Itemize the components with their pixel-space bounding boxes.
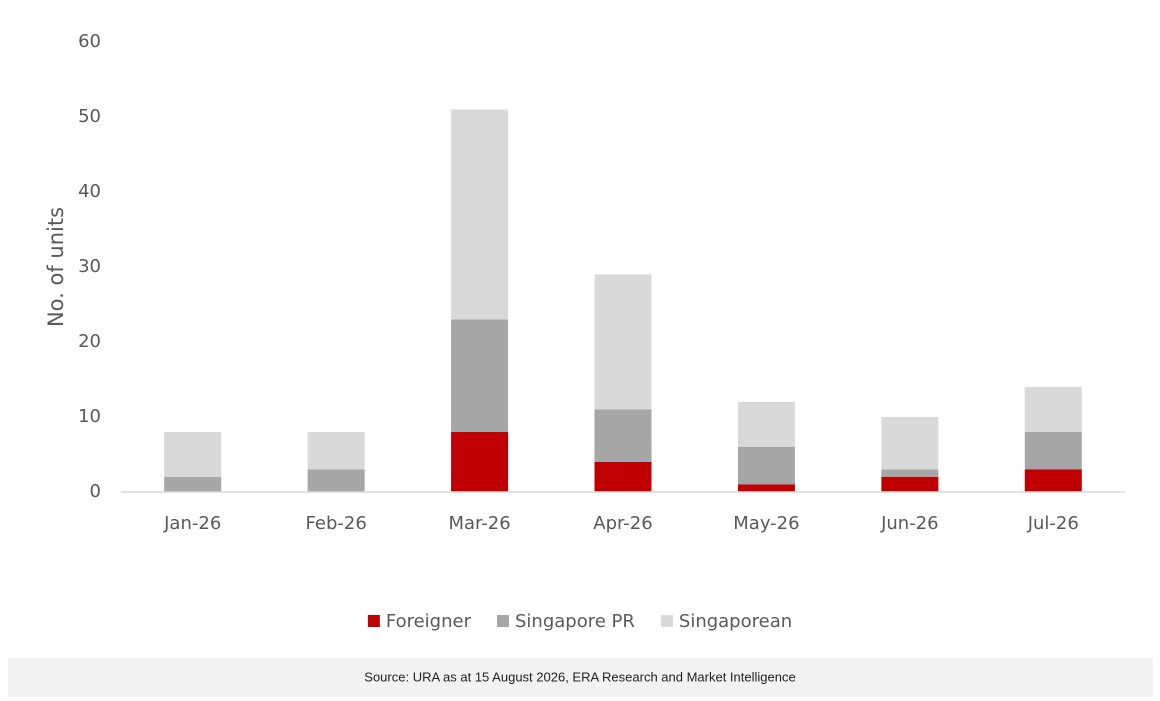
x-tick-label: Feb-26	[306, 513, 367, 534]
legend-swatch	[367, 615, 380, 627]
bar-segment	[737, 484, 795, 492]
y-axis-title: No. of units	[44, 207, 68, 327]
y-tick-label: 40	[78, 181, 101, 202]
x-tick-label: Jan-26	[163, 513, 221, 534]
y-tick-label: 20	[78, 331, 101, 352]
legend-label: Singapore PR	[515, 611, 635, 632]
bar-segment	[881, 417, 939, 470]
x-tick-label: Jun-26	[880, 513, 939, 534]
legend-swatch	[660, 615, 673, 627]
bar-segment	[1024, 469, 1082, 492]
bar-segment	[1024, 432, 1082, 470]
source-box	[8, 658, 1153, 697]
bar-segment	[307, 469, 365, 492]
y-tick-label: 30	[78, 256, 101, 277]
y-tick-label: 60	[78, 31, 101, 52]
legend-item: Singaporean	[660, 611, 792, 632]
bar-segment	[164, 477, 222, 492]
source-note: Source: URA as at 15 August 2026, ERA Re…	[364, 669, 795, 684]
legend-label: Singaporean	[679, 611, 792, 632]
bar-segment	[1024, 387, 1082, 432]
legend-item: Singapore PR	[496, 611, 635, 632]
legend: Foreigner Singapore PR Singaporean	[367, 611, 792, 632]
x-tick-label: Jul-26	[1027, 513, 1079, 534]
bar-segment	[594, 462, 652, 492]
bar-segment	[594, 274, 652, 410]
bar-segment	[451, 319, 509, 432]
x-tick-label: Apr-26	[593, 513, 652, 534]
bar-segment	[881, 469, 939, 477]
bar-segment	[737, 447, 795, 485]
y-tick-label: 50	[78, 106, 101, 127]
bar-segment	[737, 402, 795, 447]
legend-item: Foreigner	[367, 611, 472, 632]
bar-segment	[594, 409, 652, 462]
x-tick-label: May-26	[733, 513, 799, 534]
bar-segment	[164, 432, 222, 477]
y-tick-label: 10	[78, 406, 101, 427]
y-tick-label: 0	[90, 481, 101, 502]
bar-segment	[881, 477, 939, 492]
legend-swatch	[496, 615, 509, 627]
legend-label: Foreigner	[386, 611, 472, 632]
x-tick-label: Mar-26	[448, 513, 510, 534]
bar-segment	[307, 432, 365, 470]
bar-segment	[451, 432, 509, 492]
bar-segment	[451, 109, 509, 320]
